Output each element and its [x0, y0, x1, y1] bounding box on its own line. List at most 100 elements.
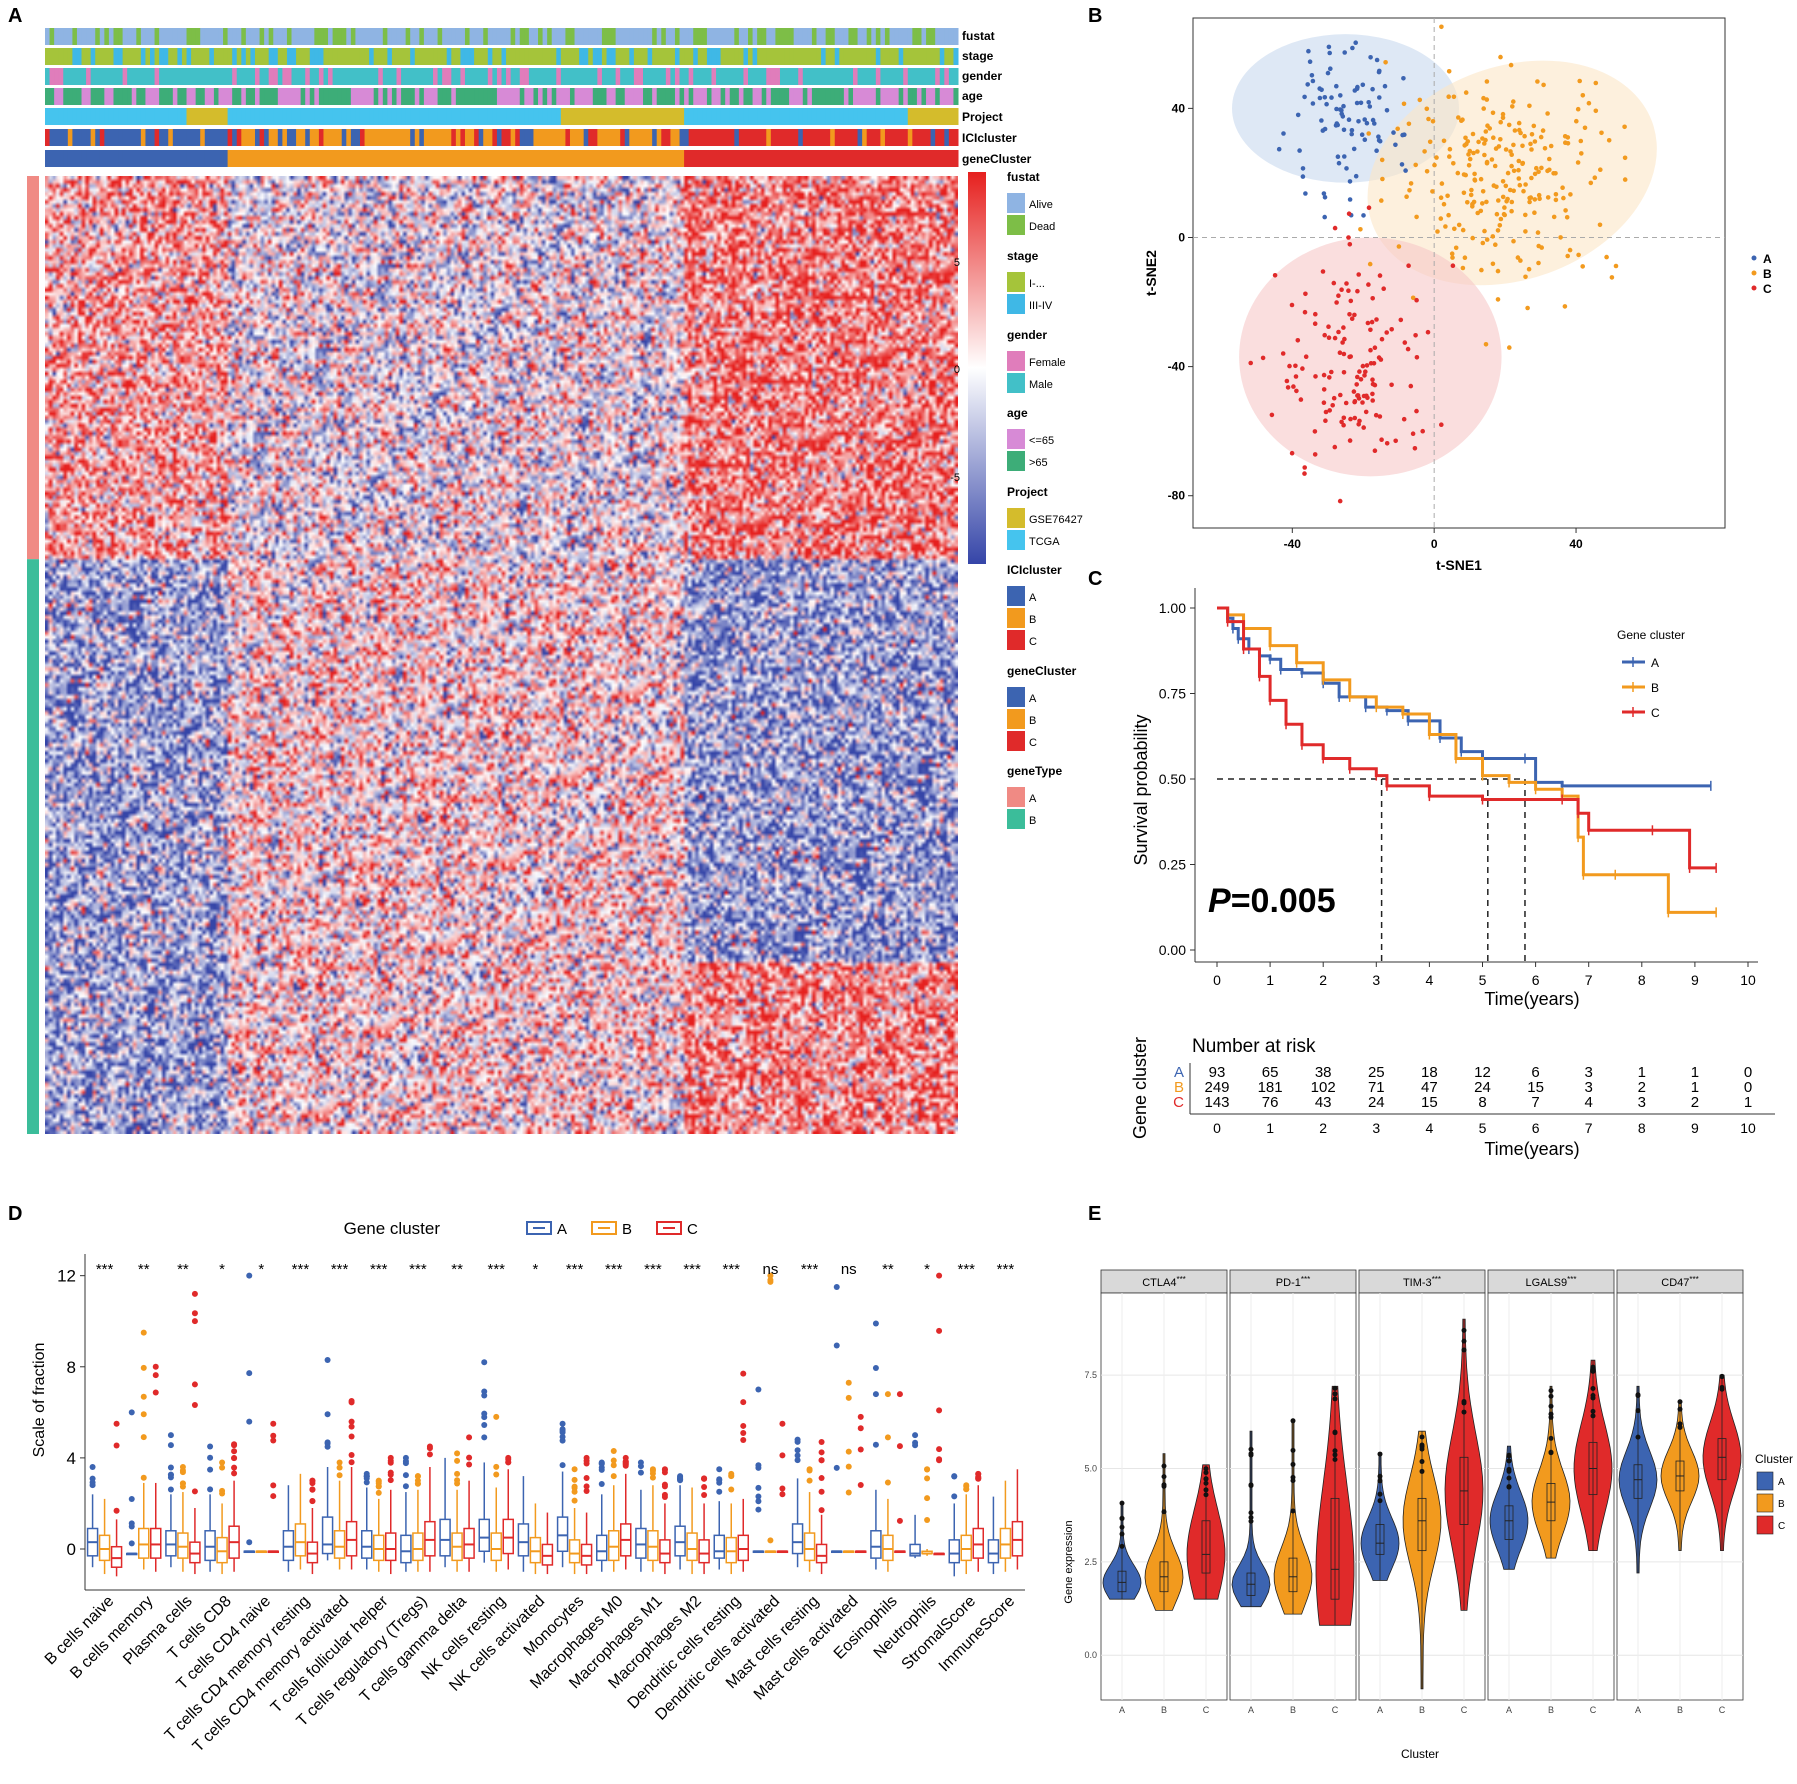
annotation-cell	[264, 28, 270, 45]
point-b	[1545, 195, 1551, 200]
annotation-cell	[903, 108, 909, 125]
annotation-cell	[834, 129, 840, 146]
point-c	[1414, 297, 1419, 303]
annotation-cell	[58, 68, 64, 85]
point-a	[1377, 138, 1383, 144]
point-c	[1393, 438, 1398, 444]
outlier-c	[622, 1462, 629, 1469]
violin-outlier	[1248, 1452, 1254, 1458]
point-b	[1505, 170, 1511, 176]
annotation-cell	[661, 88, 667, 105]
legend-label-b: B	[1651, 681, 1659, 695]
annotation-cell	[241, 68, 247, 85]
annotation-cell	[474, 28, 480, 45]
point-b	[1456, 115, 1461, 120]
annotation-cell	[542, 28, 548, 45]
outlier-c	[740, 1399, 747, 1406]
annotation-cell	[528, 68, 534, 85]
point-b	[1460, 227, 1466, 233]
annotation-cell	[273, 28, 279, 45]
annotation-cell	[136, 48, 142, 65]
annotation-cell	[665, 88, 671, 105]
outlier-c	[231, 1470, 238, 1477]
violin-outlier	[1203, 1470, 1209, 1476]
annotation-cell	[118, 48, 124, 65]
annotation-cell	[880, 28, 886, 45]
annotation-cell	[259, 28, 265, 45]
annotation-cell	[725, 88, 731, 105]
annotation-cell	[866, 48, 872, 65]
annotation-cell	[227, 48, 233, 65]
point-b	[1480, 189, 1486, 194]
outlier-a	[872, 1441, 879, 1448]
risk-count: 76	[1262, 1094, 1279, 1111]
annotation-cell	[652, 150, 658, 167]
violin-outlier	[1290, 1461, 1296, 1467]
annotation-cell	[816, 48, 822, 65]
outlier-b	[414, 1480, 421, 1487]
annotation-cell	[318, 129, 324, 146]
annotation-cell	[259, 129, 265, 146]
annotation-cell	[81, 108, 87, 125]
point-c	[1360, 363, 1366, 369]
point-b	[1588, 180, 1594, 186]
annotation-cell	[300, 129, 306, 146]
annotation-cell	[866, 68, 872, 85]
annotation-cell	[209, 68, 215, 85]
annotation-cell	[204, 129, 210, 146]
annotation-cell	[464, 28, 471, 45]
point-c	[1312, 429, 1318, 434]
x-tick-label: -40	[1284, 537, 1302, 551]
annotation-cell	[875, 68, 881, 85]
x-tick-label: 10	[1740, 972, 1756, 988]
annotation-cell	[903, 48, 909, 65]
box-b	[568, 1539, 581, 1564]
point-a	[1349, 131, 1354, 137]
outlier-b	[845, 1489, 852, 1496]
annotation-cell	[834, 68, 840, 85]
legend-swatch	[1007, 373, 1025, 393]
box-b	[412, 1532, 424, 1562]
annotation-cell	[761, 150, 767, 167]
annotation-cell	[54, 28, 60, 45]
annotation-cell	[752, 150, 758, 167]
annotation-cell	[839, 88, 845, 105]
point-b	[1453, 245, 1459, 251]
point-b	[1593, 108, 1599, 114]
annotation-cell	[565, 48, 571, 65]
annotation-cell	[218, 48, 224, 65]
annotation-cell	[953, 48, 959, 65]
annotation-cell	[337, 129, 343, 146]
annotation-cell	[328, 48, 334, 65]
annotation-cell	[930, 48, 936, 65]
annotation-cell	[939, 129, 945, 146]
outlier-c	[936, 1446, 943, 1453]
km-axes: 0.000.250.500.751.000 1 2 3 4 5 6 7 8 9 10	[1159, 588, 1758, 988]
point-a	[1358, 100, 1364, 106]
outlier-c	[348, 1433, 355, 1440]
annotation-cell	[268, 108, 274, 125]
point-b	[1490, 234, 1496, 239]
annotation-cell	[63, 108, 69, 125]
annotation-cell	[752, 48, 758, 65]
annotation-cell	[702, 129, 708, 146]
point-a	[1276, 146, 1282, 152]
annotation-cell	[213, 150, 219, 167]
point-a	[1334, 106, 1339, 112]
point-b	[1537, 196, 1542, 202]
annotation-cell	[551, 129, 557, 146]
annotation-cell	[930, 88, 936, 105]
outlier-c	[975, 1473, 982, 1480]
annotation-cell	[168, 129, 174, 146]
annotation-cell	[556, 108, 562, 125]
annotation-cell	[451, 88, 457, 105]
annotation-cell	[396, 28, 402, 45]
annotation-cell	[442, 150, 448, 167]
annotation-cell	[706, 108, 712, 125]
point-c	[1357, 369, 1362, 374]
annotation-cell	[446, 48, 452, 65]
risk-row-label-c: C	[1173, 1094, 1184, 1111]
annotation-cell	[652, 28, 658, 45]
point-c	[1372, 448, 1378, 454]
box-c	[424, 1520, 436, 1557]
